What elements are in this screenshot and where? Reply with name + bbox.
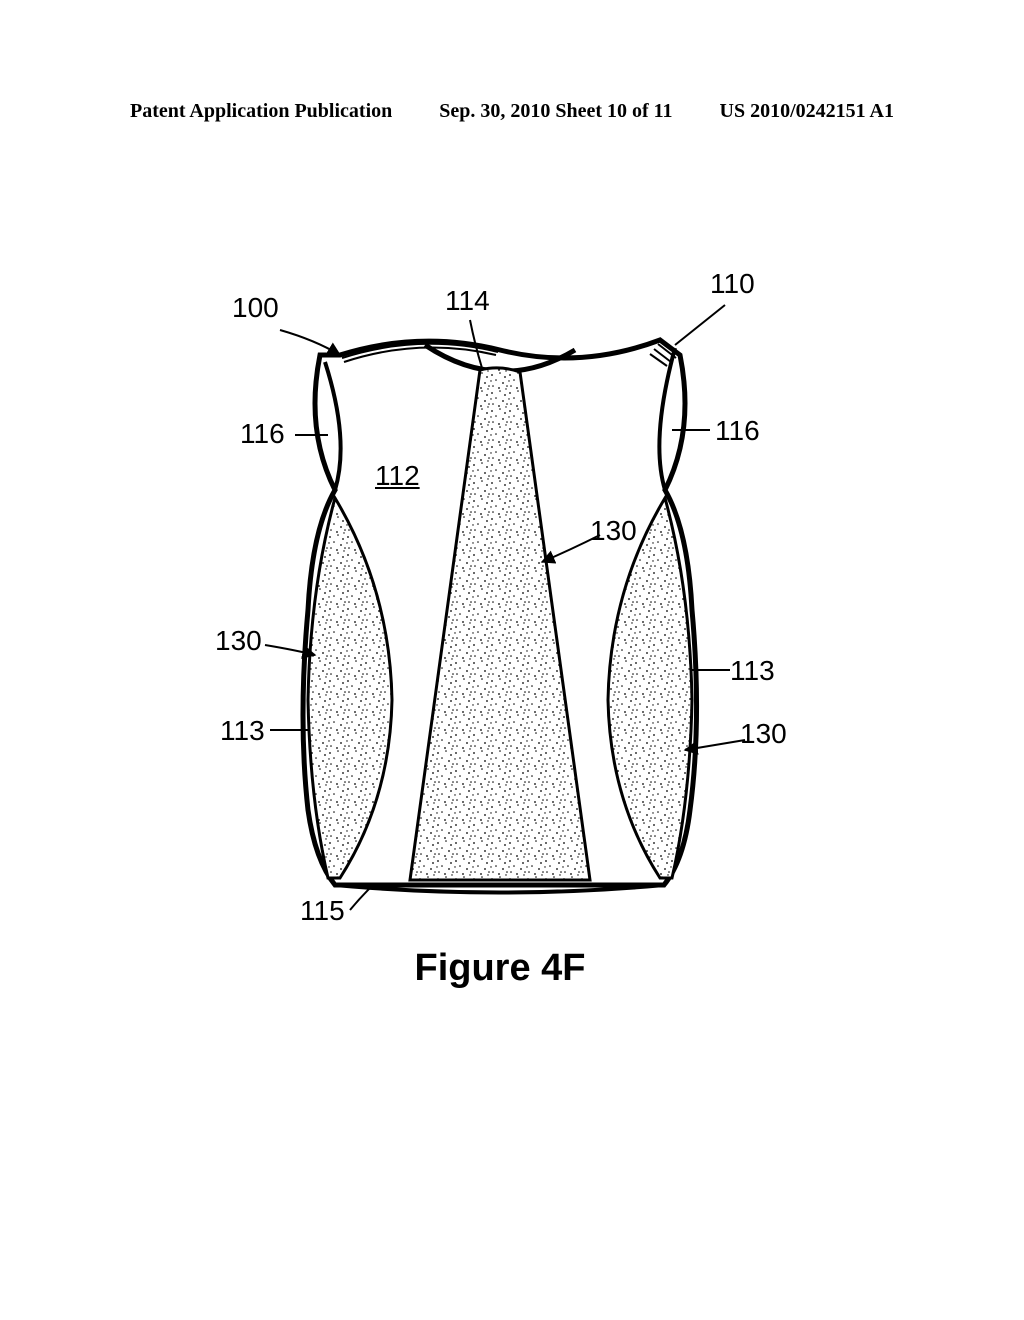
label-116-right: 116 (715, 415, 760, 447)
label-114: 114 (445, 285, 490, 317)
leader-110 (675, 305, 725, 345)
leader-100 (280, 330, 340, 355)
label-130-right: 130 (740, 718, 787, 750)
label-130-left: 130 (215, 625, 262, 657)
label-116-left: 116 (240, 418, 285, 450)
label-115: 115 (300, 895, 345, 927)
figure-4f: 100 114 110 116 116 112 130 130 113 113 … (220, 300, 780, 980)
leader-115 (350, 888, 370, 910)
label-100: 100 (232, 292, 279, 324)
label-112: 112 (375, 460, 420, 492)
header-right: US 2010/0242151 A1 (720, 100, 894, 123)
header-left: Patent Application Publication (130, 100, 392, 123)
page-header: Patent Application Publication Sep. 30, … (0, 100, 1024, 123)
figure-caption: Figure 4F (414, 947, 585, 990)
garment-drawing (220, 300, 780, 940)
label-113-left: 113 (220, 715, 265, 747)
label-110: 110 (710, 268, 755, 300)
label-130-center: 130 (590, 515, 637, 547)
label-113-right: 113 (730, 655, 775, 687)
header-center: Sep. 30, 2010 Sheet 10 of 11 (439, 100, 672, 123)
